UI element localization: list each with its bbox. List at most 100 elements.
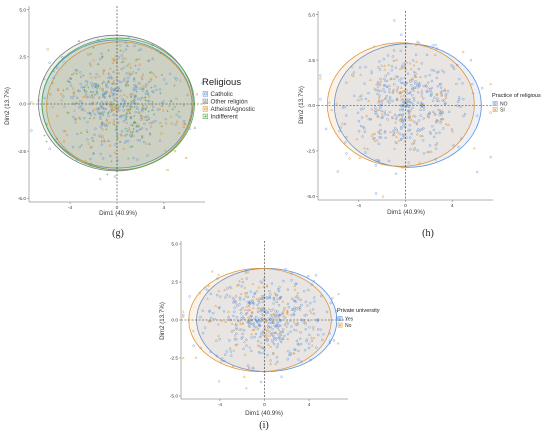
- data-point: [109, 91, 113, 94]
- data-point: [62, 129, 66, 133]
- data-point: [67, 112, 70, 115]
- data-point: [262, 370, 266, 373]
- data-point: [126, 79, 130, 83]
- data-point: [259, 319, 263, 323]
- data-point: [224, 320, 228, 323]
- data-point: [93, 133, 96, 136]
- data-point: [102, 138, 105, 141]
- data-point: [402, 136, 406, 139]
- data-point: [264, 320, 268, 323]
- data-point: [120, 61, 123, 64]
- data-point: [265, 339, 268, 342]
- data-point: [236, 319, 240, 323]
- data-point: [170, 122, 173, 125]
- data-point: [125, 129, 129, 133]
- data-point: [70, 95, 73, 99]
- data-point: [249, 300, 252, 303]
- data-point: [291, 308, 295, 311]
- data-point: [115, 105, 118, 108]
- data-point: [148, 142, 151, 145]
- data-point: [444, 96, 448, 99]
- data-point: [102, 93, 105, 96]
- data-point: [369, 118, 373, 121]
- data-point: [80, 108, 84, 111]
- data-point: [398, 132, 402, 136]
- data-point: [442, 99, 446, 102]
- data-point: [293, 328, 296, 332]
- data-point: [411, 94, 414, 97]
- data-point: [303, 314, 307, 317]
- data-point: [85, 83, 88, 87]
- data-point: [377, 108, 381, 111]
- data-point: [78, 99, 82, 103]
- data-point: [179, 79, 182, 82]
- data-point: [272, 302, 275, 305]
- data-point: [125, 121, 128, 124]
- data-point: [308, 308, 312, 312]
- data-point: [133, 44, 136, 48]
- data-point: [428, 131, 432, 134]
- data-point: [140, 127, 144, 130]
- data-point: [408, 97, 412, 101]
- data-point: [244, 312, 248, 316]
- data-point: [308, 333, 311, 337]
- data-point: [217, 379, 221, 383]
- data-point: [91, 90, 95, 94]
- data-point: [401, 109, 405, 112]
- data-point: [72, 115, 75, 119]
- data-point: [215, 339, 218, 343]
- data-point: [248, 366, 251, 370]
- data-point: [120, 134, 123, 137]
- data-point: [259, 351, 262, 355]
- series-no: [181, 269, 340, 390]
- y-tick-label: -2.5: [307, 149, 316, 155]
- data-point: [435, 47, 439, 50]
- data-point: [410, 84, 413, 87]
- data-point: [255, 325, 258, 328]
- data-point: [362, 107, 365, 110]
- data-point: [61, 95, 65, 98]
- data-point: [129, 93, 132, 96]
- data-point: [138, 63, 141, 66]
- data-point: [174, 76, 177, 80]
- data-point: [421, 97, 425, 100]
- data-point: [377, 66, 380, 69]
- data-point: [392, 88, 395, 92]
- data-point: [84, 160, 87, 163]
- data-point: [228, 295, 232, 298]
- data-point: [374, 164, 378, 167]
- data-point: [281, 330, 285, 334]
- data-point: [377, 130, 381, 134]
- data-point: [107, 111, 110, 114]
- data-point: [83, 116, 86, 120]
- data-point: [72, 92, 75, 95]
- data-point: [164, 122, 168, 125]
- data-point: [416, 86, 419, 89]
- data-point: [128, 63, 131, 66]
- data-point: [415, 43, 418, 47]
- data-point: [105, 84, 108, 87]
- data-point: [272, 334, 275, 338]
- data-point: [102, 69, 105, 72]
- data-point: [107, 139, 110, 142]
- data-point: [267, 334, 271, 337]
- data-point: [142, 104, 145, 107]
- data-point: [252, 322, 256, 325]
- data-point: [207, 284, 211, 287]
- data-point: [286, 332, 290, 336]
- data-point: [90, 95, 93, 98]
- series-yes: [181, 268, 339, 384]
- data-point: [109, 77, 112, 80]
- data-point: [414, 72, 417, 75]
- data-point: [265, 283, 269, 287]
- data-point: [312, 336, 316, 339]
- data-point: [281, 299, 285, 303]
- data-point: [379, 136, 383, 139]
- data-point: [439, 121, 442, 124]
- data-point: [144, 99, 147, 102]
- data-point: [217, 289, 221, 292]
- data-point: [383, 68, 387, 71]
- panel-h: -4 0 4 5.0 2.5 0.0 -2.5 -5.0 Dim1 (40.9%) Dim2 …: [298, 11, 541, 239]
- data-point: [86, 138, 89, 141]
- data-point: [380, 99, 383, 102]
